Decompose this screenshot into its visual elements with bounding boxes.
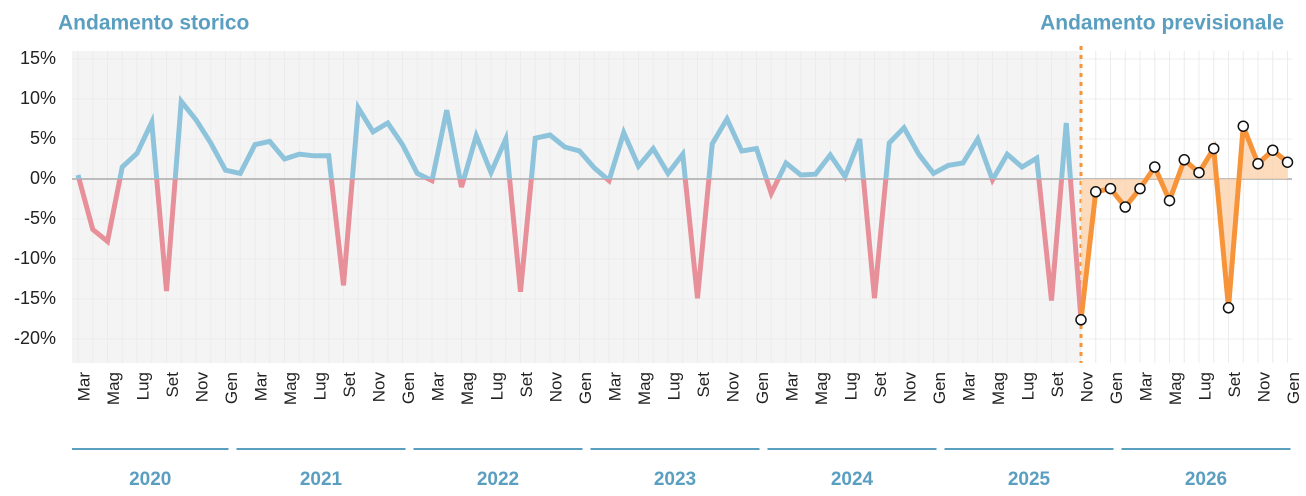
x-tick-label: Mar [1136, 372, 1155, 402]
point [1090, 186, 1102, 198]
y-tick-label: -5% [24, 208, 56, 228]
x-tick-label: Set [1048, 372, 1067, 398]
x-tick-label: Mag [281, 372, 300, 405]
point [1237, 120, 1249, 132]
line [75, 94, 1084, 320]
point [1252, 158, 1264, 170]
point [1208, 142, 1220, 155]
point [1193, 166, 1205, 179]
x-tick-label: Set [163, 372, 182, 398]
y-tick-label: 0% [30, 168, 56, 188]
point [1134, 182, 1146, 195]
y-tick-label: -20% [14, 328, 56, 348]
point [1075, 314, 1087, 326]
x-tick-label: Mag [458, 372, 477, 405]
x-tick-label: Lug [133, 372, 152, 400]
x-tick-label: Mar [605, 372, 624, 402]
point [1281, 156, 1294, 168]
x-tick-label: Lug [841, 372, 860, 400]
point [1163, 194, 1176, 207]
x-tick-label: Lug [664, 372, 683, 400]
y-tick-label: -15% [14, 288, 56, 308]
year-label: 2025 [1008, 469, 1051, 490]
x-tick-label: Nov [1077, 372, 1096, 403]
point [1267, 144, 1279, 156]
chart-title: Andamento storico [58, 12, 249, 35]
x-tick-label: Gen [1284, 372, 1303, 404]
x-tick-label: Mag [989, 372, 1008, 405]
x-tick-label: Lug [310, 372, 329, 400]
x-tick-label: Nov [723, 372, 742, 403]
x-tick-label: Gen [222, 372, 241, 404]
x-tick-label: Lug [487, 372, 506, 400]
point [1119, 201, 1131, 213]
year-label: 2022 [477, 469, 519, 490]
x-tick-label: Mag [1166, 372, 1185, 405]
x-tick-label: Mar [74, 372, 93, 402]
x-tick-label: Mar [428, 372, 447, 402]
x-tick-label: Nov [900, 372, 919, 403]
point [1104, 182, 1117, 195]
x-tick-label: Lug [1195, 372, 1214, 400]
x-tick-label: Mar [959, 372, 978, 402]
point [1178, 154, 1190, 166]
x-tick-label: Set [517, 372, 536, 398]
x-tick-label: Gen [753, 372, 772, 404]
x-tick-label: Nov [192, 372, 211, 403]
point [1222, 302, 1235, 314]
y-tick-label: 5% [30, 128, 56, 148]
year-label: 2021 [300, 469, 343, 490]
x-tick-label: Mar [782, 372, 801, 402]
x-tick-label: Gen [576, 372, 595, 404]
year-label: 2026 [1185, 469, 1227, 490]
history-background [72, 51, 1081, 363]
x-tick-label: Set [694, 372, 713, 398]
chart-subtitle: Andamento previsionale [1040, 12, 1284, 35]
x-tick-label: Mag [635, 372, 654, 405]
x-tick-label: Mag [104, 372, 123, 405]
x-tick-label: Gen [1107, 372, 1126, 404]
x-tick-label: Nov [369, 372, 388, 403]
x-tick-label: Gen [399, 372, 418, 404]
y-tick-label: 10% [20, 88, 56, 108]
y-tick-label: 15% [20, 48, 56, 68]
x-tick-label: Set [340, 372, 359, 398]
point [1149, 161, 1161, 173]
y-tick-label: -10% [14, 248, 56, 268]
x-tick-label: Nov [1254, 372, 1273, 403]
year-label: 2020 [129, 469, 171, 490]
x-tick-label: Lug [1018, 372, 1037, 400]
x-tick-label: Mag [812, 372, 831, 405]
year-label: 2023 [654, 469, 696, 490]
x-tick-label: Nov [546, 372, 565, 403]
x-tick-label: Set [871, 372, 890, 398]
x-tick-label: Gen [930, 372, 949, 404]
year-label: 2024 [831, 469, 874, 490]
x-tick-label: Set [1225, 372, 1244, 398]
x-tick-label: Mar [251, 372, 270, 402]
